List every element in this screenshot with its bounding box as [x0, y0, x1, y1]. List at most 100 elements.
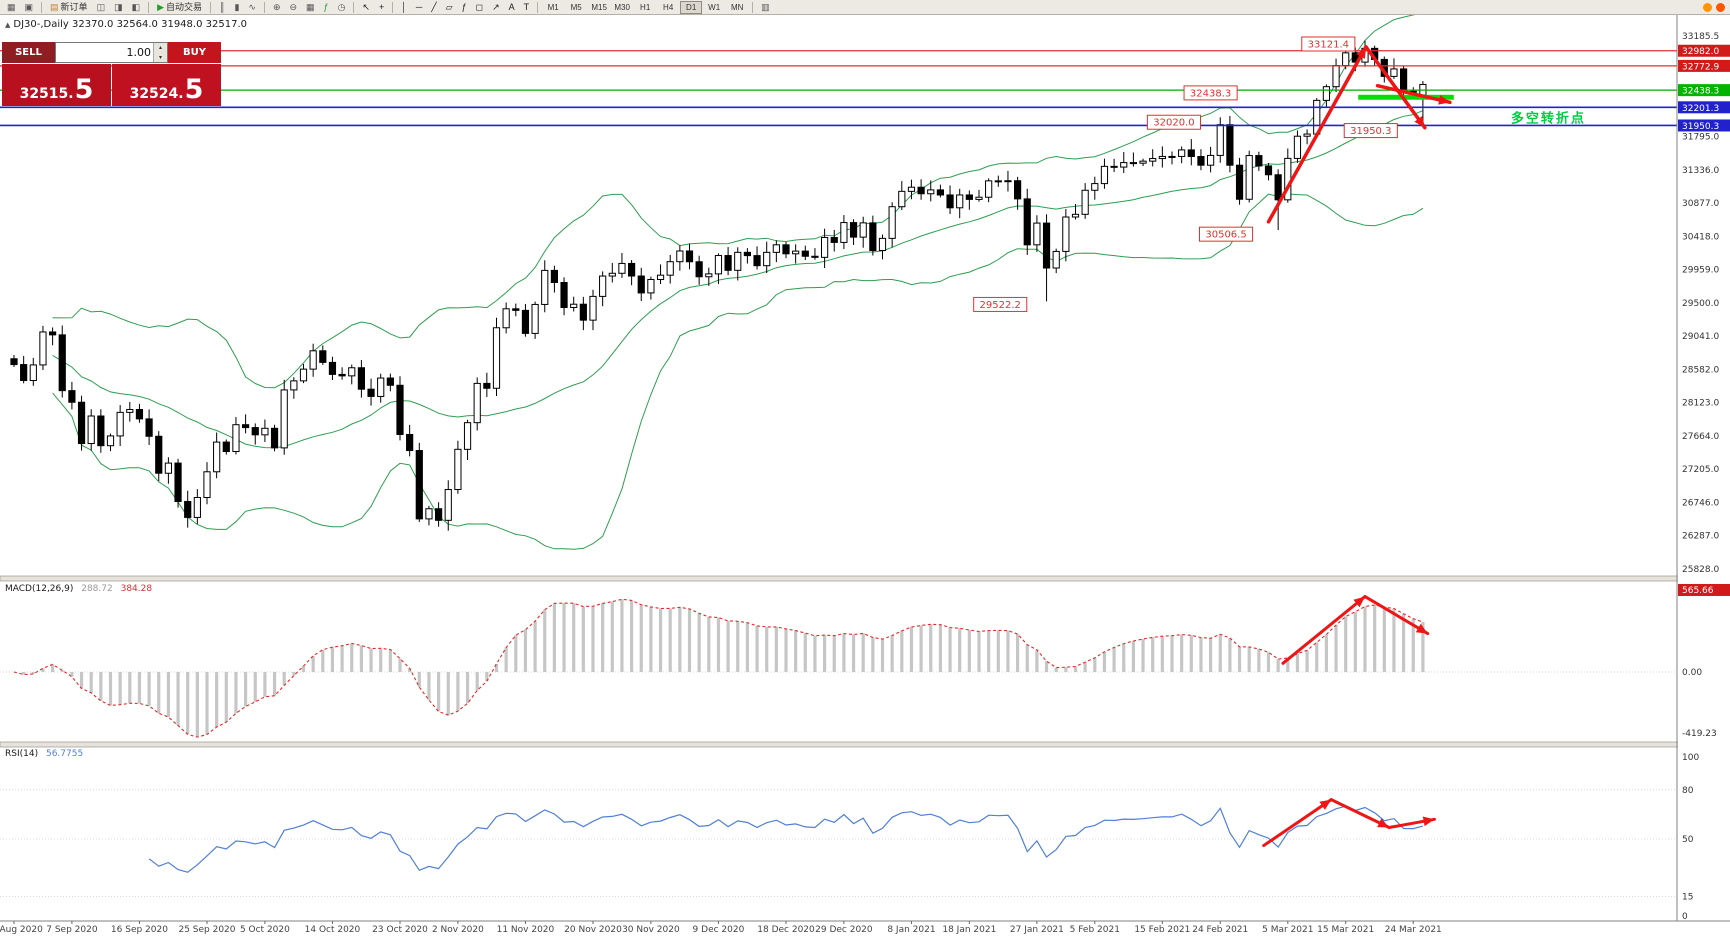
profiles-icon[interactable]: ▣: [21, 1, 38, 14]
timeframe-m5-button[interactable]: M5: [565, 1, 587, 14]
candle-body: [309, 350, 317, 370]
bollinger-band: [52, 15, 1416, 389]
candle-body: [946, 194, 954, 209]
candle-body: [502, 308, 510, 329]
fibonacci-icon[interactable]: ƒ: [458, 1, 471, 14]
volume-decrease-button[interactable]: ▾: [154, 52, 167, 62]
rsi-indicator-title: RSI(14) 56.7755: [5, 749, 83, 759]
candle-body: [541, 269, 549, 305]
candle-body: [1071, 213, 1080, 218]
price-note-label: 31950.3: [1350, 126, 1391, 137]
trendline-icon[interactable]: ╱: [427, 1, 440, 14]
macd-main-value: 288.72: [81, 584, 113, 594]
price-note-label: 29522.2: [980, 300, 1021, 311]
candle-body: [666, 261, 674, 276]
new-chart-icon[interactable]: ▦: [3, 1, 20, 14]
candle-body: [97, 415, 105, 447]
candle-body: [261, 427, 269, 436]
price-note-box: [1301, 36, 1356, 52]
axis-label: 50: [1682, 835, 1694, 845]
timeframe-m1-button[interactable]: M1: [542, 1, 564, 14]
grid-icon[interactable]: ▦: [302, 1, 319, 14]
volume-increase-button[interactable]: ▴: [154, 43, 167, 53]
cursor-icon[interactable]: ↖: [358, 1, 374, 14]
axis-label: 30418.0: [1682, 232, 1719, 242]
time-tick-label: 5 Oct 2020: [240, 925, 290, 935]
candle-body: [907, 186, 916, 192]
buy-price-big: 5: [184, 74, 204, 106]
line-chart-icon[interactable]: ∿: [244, 1, 260, 14]
candle-body: [1062, 216, 1070, 252]
time-tick-label: 27 Jan 2021: [1010, 925, 1064, 935]
sell-price-button[interactable]: 32515. 5: [2, 64, 111, 106]
auto-trading-button[interactable]: ▶ 自动交易: [153, 1, 206, 14]
market-watch-icon[interactable]: ◨: [110, 1, 127, 14]
crosshair-icon: +: [378, 2, 385, 12]
time-tick-label: 14 Oct 2020: [305, 925, 361, 935]
timeframe-h1-button[interactable]: H1: [634, 1, 656, 14]
panel-divider[interactable]: [0, 575, 1730, 582]
time-tick-label: 5 Feb 2021: [1070, 925, 1120, 935]
candle-body: [242, 424, 250, 429]
candle-body: [213, 441, 221, 473]
indicators-icon[interactable]: ƒ: [320, 1, 333, 14]
axis-label: 25828.0: [1682, 565, 1719, 575]
zoom-in-icon[interactable]: ⊕: [269, 1, 285, 14]
channel-icon[interactable]: ▱: [442, 1, 457, 14]
time-tick-label: 16 Sep 2020: [111, 925, 168, 935]
candle-body: [531, 303, 539, 334]
periods-icon[interactable]: ◷: [334, 1, 350, 14]
timeframe-h4-button[interactable]: H4: [657, 1, 679, 14]
candle-body: [550, 269, 558, 283]
candle-body: [270, 427, 279, 449]
horizontal-line-icon[interactable]: ─: [412, 1, 426, 14]
timeframe-mn-button[interactable]: MN: [726, 1, 748, 14]
zoom-out-icon[interactable]: ⊖: [285, 1, 301, 14]
price-badge-label: 31950.3: [1682, 122, 1719, 132]
timeframe-m30-button[interactable]: M30: [611, 1, 633, 14]
buy-button[interactable]: BUY: [168, 42, 221, 63]
candle-body: [579, 303, 587, 321]
candles-chart-icon[interactable]: ▮: [230, 1, 243, 14]
chart-canvas[interactable]: 33185.5 31795.0 31336.0 30877.0 30418.0 29959…: [0, 15, 1730, 937]
buy-price-button[interactable]: 32524. 5: [112, 64, 221, 106]
notification-icon[interactable]: [1703, 2, 1712, 12]
new-order-button[interactable]: ▤ 新订单: [46, 1, 92, 14]
tile-windows-icon[interactable]: ▥: [757, 1, 774, 14]
panel-divider[interactable]: [0, 741, 1730, 748]
bars-chart-icon[interactable]: ║: [215, 1, 229, 14]
candle-body: [1042, 222, 1051, 269]
price-note-label: 30506.5: [1205, 230, 1246, 241]
candle-body: [319, 350, 327, 363]
timeframe-w1-button[interactable]: W1: [703, 1, 725, 14]
shapes-icon[interactable]: ◻: [472, 1, 487, 14]
vertical-line-icon[interactable]: │: [397, 1, 411, 14]
text-icon[interactable]: A: [505, 1, 519, 14]
trend-arrow-head: [1356, 46, 1366, 59]
toolbar-separator: [210, 1, 212, 13]
arrows-icon[interactable]: ↗: [488, 1, 504, 14]
crosshair-icon[interactable]: +: [375, 1, 388, 14]
time-tick-label: 30 Nov 2020: [622, 925, 680, 935]
candle-body: [753, 255, 761, 267]
candle-body: [483, 382, 491, 389]
data-window-icon[interactable]: ◧: [128, 1, 145, 14]
community-icon[interactable]: [1716, 2, 1725, 12]
candle-body: [628, 262, 636, 277]
macd-indicator-title: MACD(12,26,9) 288.72 384.28: [5, 584, 152, 594]
candle-body: [1149, 158, 1157, 162]
chart-cascade-icon[interactable]: ◫: [93, 1, 110, 14]
timeframe-m15-button[interactable]: M15: [588, 1, 610, 14]
price-note-box: [1183, 85, 1238, 101]
new-order-button-label: 新订单: [60, 2, 88, 12]
timeframe-d1-button[interactable]: D1: [680, 0, 703, 14]
candle-body: [1023, 198, 1031, 246]
candle-body: [299, 368, 308, 382]
macd-axis-badge: [1678, 583, 1730, 596]
candle-body: [10, 358, 18, 366]
volume-input[interactable]: [56, 43, 153, 62]
candle-body: [714, 255, 723, 275]
label-icon[interactable]: T: [520, 1, 534, 14]
price-badge: [1678, 44, 1730, 57]
sell-button[interactable]: SELL: [2, 42, 55, 63]
